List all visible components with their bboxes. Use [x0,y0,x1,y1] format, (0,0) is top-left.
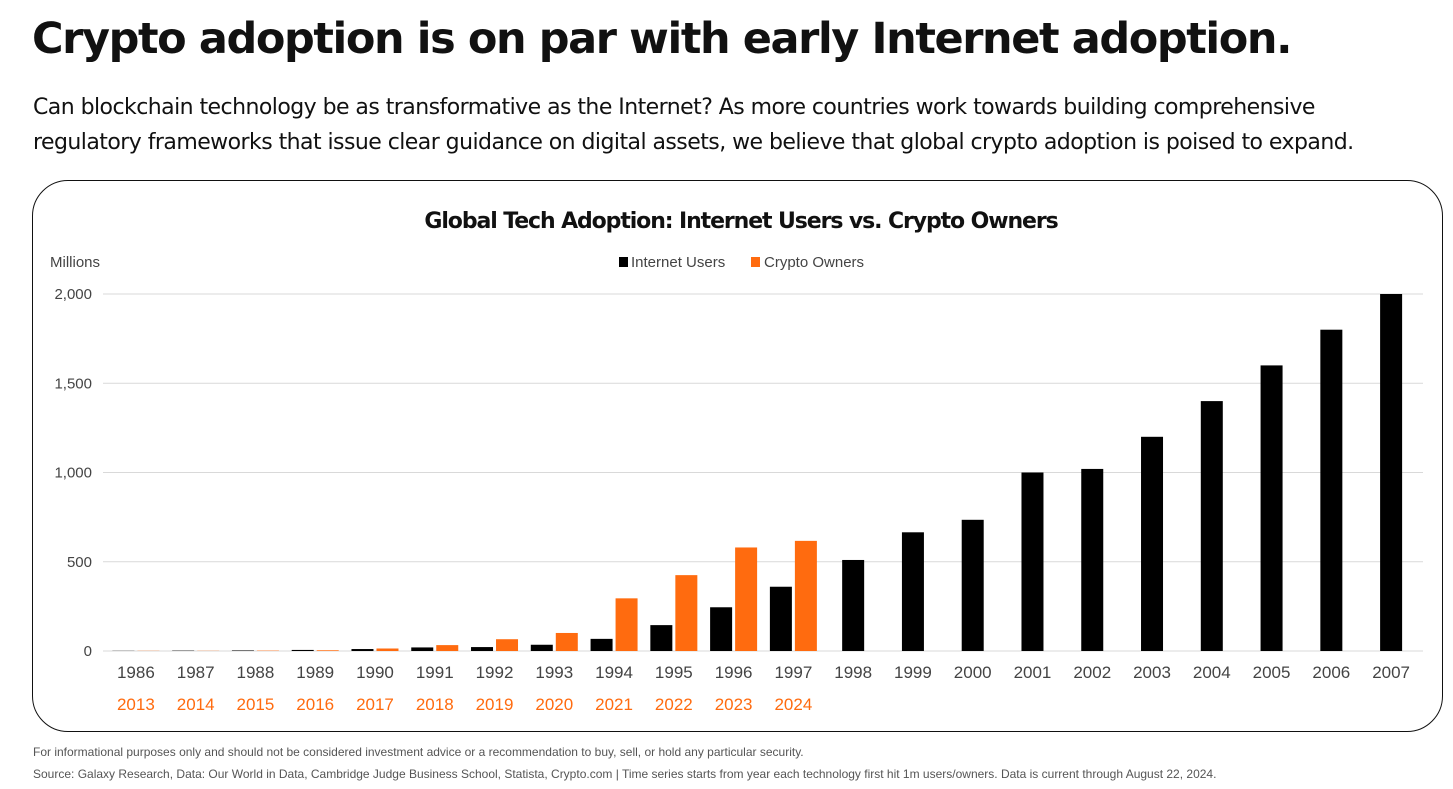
x-tick-label-crypto-2021: 2021 [595,695,633,714]
bar-internet-users-2000 [961,519,984,651]
legend-label-internet-users: Internet Users [631,254,725,271]
bar-crypto-owners-2020 [555,632,578,651]
x-axis-tick-labels: 1986 1987 1988 1989 1990 1991 1992 1993 1994 1995… [117,663,1410,714]
bar-internet-users-1998 [842,559,865,651]
x-tick-label-1992: 1992 [476,663,514,682]
chart-title: Global Tech Adoption: Internet Users vs.… [424,209,1058,234]
legend-swatch-internet-users [619,257,628,267]
y-tick-label-1000: 1,000 [54,465,92,482]
x-tick-label-2002: 2002 [1073,663,1111,682]
x-tick-label-crypto-2023: 2023 [715,695,753,714]
bar-internet-users-1994 [590,638,613,651]
bar-crypto-owners-2021 [615,598,638,651]
legend-swatch-crypto-owners [751,257,760,267]
bar-crypto-owners-2017 [376,648,399,651]
bar-crypto-owners-2023 [735,547,758,651]
chart-panel: Global Tech Adoption: Internet Users vs.… [32,180,1443,732]
x-tick-label-2005: 2005 [1253,663,1291,682]
y-axis-unit-label: Millions [50,254,100,271]
x-tick-label-1996: 1996 [715,663,753,682]
bar-internet-users-2004 [1200,401,1223,651]
y-tick-label-2000: 2,000 [54,286,92,303]
x-tick-label-1988: 1988 [237,663,275,682]
bar-internet-users-1999 [901,532,924,651]
x-tick-label-crypto-2017: 2017 [356,695,394,714]
legend-label-crypto-owners: Crypto Owners [764,254,864,271]
x-tick-label-crypto-2014: 2014 [177,695,215,714]
x-tick-label-2000: 2000 [954,663,992,682]
chart-legend: Internet Users Crypto Owners [619,254,864,271]
bar-internet-users-1990 [351,649,374,651]
bar-internet-users-2002 [1081,468,1104,651]
x-tick-label-1995: 1995 [655,663,693,682]
bar-internet-users-1993 [530,644,553,651]
x-tick-label-crypto-2022: 2022 [655,695,693,714]
bar-internet-users-1997 [769,586,792,651]
bars [112,294,1403,651]
y-tick-label-500: 500 [67,554,92,571]
x-tick-label-2007: 2007 [1372,663,1410,682]
x-tick-label-1999: 1999 [894,663,932,682]
x-tick-label-crypto-2013: 2013 [117,695,155,714]
x-tick-label-crypto-2019: 2019 [476,695,514,714]
x-tick-label-crypto-2024: 2024 [774,695,812,714]
bar-crypto-owners-2018 [436,645,459,651]
x-tick-label-1986: 1986 [117,663,155,682]
bar-crypto-owners-2016 [316,650,339,651]
bar-internet-users-2007 [1380,294,1403,651]
x-tick-label-crypto-2018: 2018 [416,695,454,714]
subheadline: Can blockchain technology be as transfor… [33,95,1354,155]
bar-internet-users-2006 [1320,329,1343,651]
x-tick-label-crypto-2020: 2020 [535,695,573,714]
bar-internet-users-1992 [471,647,494,651]
y-tick-label-0: 0 [84,643,92,660]
bar-crypto-owners-2019 [496,639,519,651]
bar-internet-users-1995 [650,625,673,651]
bar-crypto-owners-2024 [794,540,817,651]
bar-internet-users-1996 [710,607,733,651]
bar-internet-users-1989 [291,649,314,651]
bar-crypto-owners-2022 [675,575,698,651]
bar-internet-users-2003 [1141,436,1164,651]
x-tick-label-1991: 1991 [416,663,454,682]
gridlines [103,293,1423,652]
x-tick-label-2004: 2004 [1193,663,1231,682]
y-axis-tick-labels: 0 500 1,000 1,500 2,000 [54,286,92,660]
x-tick-label-1997: 1997 [774,663,812,682]
adoption-bar-chart: Global Tech Adoption: Internet Users vs.… [50,209,1423,714]
x-tick-label-1998: 1998 [834,663,872,682]
x-tick-label-crypto-2016: 2016 [296,695,334,714]
x-tick-label-1989: 1989 [296,663,334,682]
x-tick-label-2001: 2001 [1014,663,1052,682]
bar-internet-users-1988 [231,650,254,651]
disclaimer-note: For informational purposes only and shou… [33,745,804,759]
source-note: Source: Galaxy Research, Data: Our World… [33,767,1217,781]
headline: Crypto adoption is on par with early Int… [32,14,1292,64]
y-tick-label-1500: 1,500 [54,375,92,392]
x-tick-label-2003: 2003 [1133,663,1171,682]
bar-internet-users-2001 [1021,472,1044,651]
x-tick-label-1993: 1993 [535,663,573,682]
x-tick-label-crypto-2015: 2015 [237,695,275,714]
bar-internet-users-1991 [411,647,434,651]
x-tick-label-1987: 1987 [177,663,215,682]
x-tick-label-2006: 2006 [1312,663,1350,682]
x-tick-label-1990: 1990 [356,663,394,682]
bar-internet-users-2005 [1260,365,1283,651]
x-tick-label-1994: 1994 [595,663,633,682]
